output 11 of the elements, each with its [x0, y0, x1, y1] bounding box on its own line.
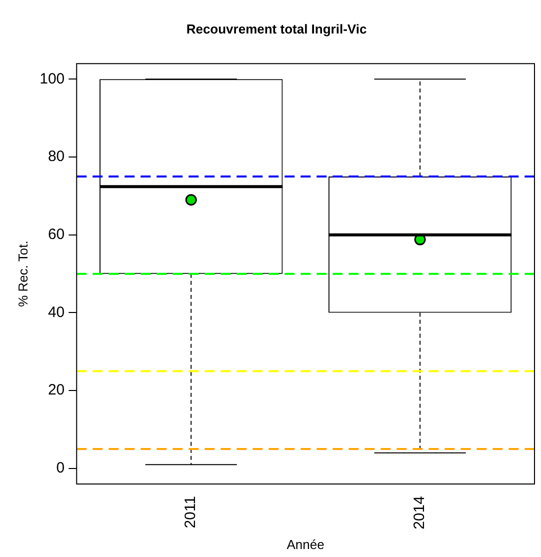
chart-title: Recouvrement total Ingril-Vic	[186, 21, 367, 36]
x-tick-label: 2014	[411, 496, 428, 530]
x-axis-title: Année	[286, 536, 324, 552]
y-tick-label: 20	[48, 382, 65, 399]
y-tick-label: 100	[40, 70, 65, 88]
y-tick-label: 40	[48, 304, 65, 321]
y-tick-label: 0	[56, 460, 65, 477]
y-axis-title: % Rec. Tot.	[15, 240, 30, 307]
y-tick-label: 80	[48, 148, 65, 166]
y-tick-label: 60	[48, 226, 65, 244]
x-tick-label: 2011	[182, 496, 200, 528]
